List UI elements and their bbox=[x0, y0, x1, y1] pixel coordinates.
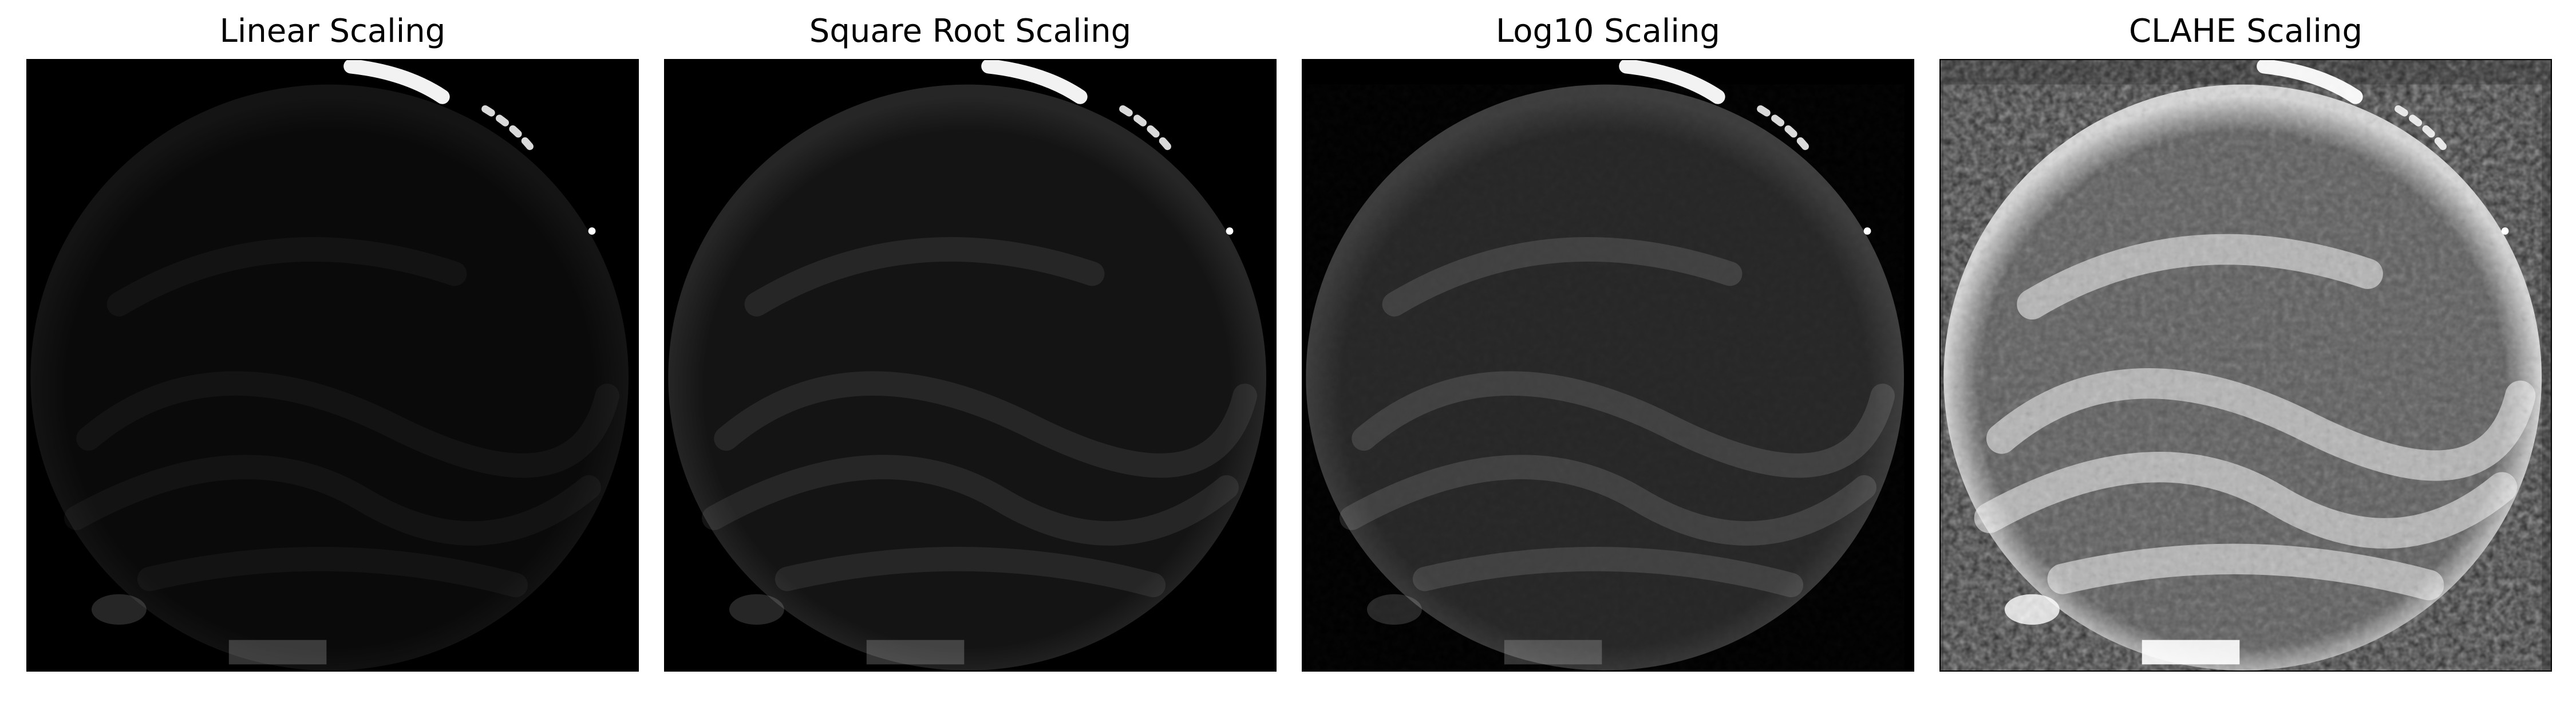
panel-log10: Log10 Scaling bbox=[1302, 0, 1914, 710]
panel-sqrt: Square Root Scaling bbox=[664, 0, 1277, 710]
panel-title: Linear Scaling bbox=[219, 13, 446, 50]
allsky-image bbox=[1939, 59, 2552, 672]
allsky-image bbox=[1302, 59, 1914, 672]
allsky-image bbox=[664, 59, 1277, 672]
panel-title: CLAHE Scaling bbox=[2129, 13, 2362, 50]
panel-title: Log10 Scaling bbox=[1496, 13, 1720, 50]
panel-title: Square Root Scaling bbox=[809, 13, 1132, 50]
panel-linear: Linear Scaling bbox=[26, 0, 639, 710]
allsky-image bbox=[26, 59, 639, 672]
panel-clahe: CLAHE Scaling bbox=[1939, 0, 2552, 710]
